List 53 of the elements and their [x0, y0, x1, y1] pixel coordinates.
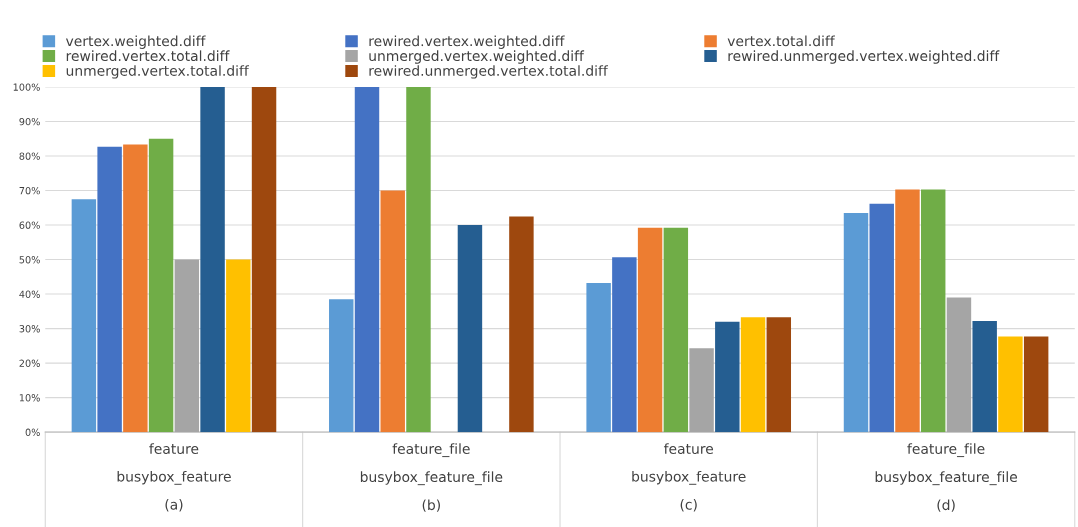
bar: [148, 138, 174, 433]
bar: [612, 257, 637, 433]
bar: [200, 86, 225, 433]
y-tick-label: 50%: [19, 256, 40, 264]
bar: [998, 336, 1023, 433]
y-tick-label: 80%: [19, 152, 40, 160]
x-tick-label: feature_file busybox_feature_file (b): [360, 443, 503, 512]
bar: [354, 86, 380, 433]
bar: [895, 189, 920, 433]
category-label: feature busybox_feature (a): [117, 443, 231, 512]
bar: [766, 317, 792, 433]
bar: [715, 321, 740, 433]
bar: [457, 225, 483, 433]
bar: [380, 190, 405, 433]
x-tick-label: feature_file busybox_feature_file (d): [875, 443, 1018, 512]
bar: [946, 297, 972, 433]
bar: [71, 199, 97, 433]
category-label: feature busybox_feature (c): [632, 443, 746, 512]
bar: [123, 144, 148, 433]
bar: [97, 146, 122, 433]
bar: [740, 317, 766, 433]
bar: [226, 259, 251, 433]
legend-label: unmerged.vertex.weighted.diff: [369, 50, 585, 64]
bar: [1023, 336, 1049, 433]
y-tick-label: 10%: [19, 394, 40, 402]
bar: [663, 227, 689, 433]
bar: [406, 86, 431, 433]
bar: [920, 189, 946, 433]
y-tick-label: 30%: [19, 325, 40, 333]
legend-label: unmerged.vertex.total.diff: [66, 65, 250, 79]
y-tick-label: 40%: [19, 290, 40, 298]
bar: [869, 203, 894, 433]
legend-label: rewired.unmerged.vertex.total.diff: [369, 65, 609, 79]
bar: [509, 216, 534, 433]
y-tick-label: 100%: [13, 83, 40, 91]
legend-label: rewired.vertex.total.diff: [66, 50, 230, 62]
bar: [174, 259, 200, 433]
bar: [586, 283, 611, 433]
legend-label: rewired.vertex.weighted.diff: [369, 35, 565, 49]
y-tick-label: 90%: [19, 117, 40, 126]
bar: [637, 227, 663, 433]
legend-label: vertex.total.diff: [727, 35, 835, 47]
bar: [251, 86, 277, 433]
bar: [329, 299, 354, 433]
y-tick-label: 70%: [19, 186, 40, 195]
bar: [972, 320, 997, 433]
y-tick-label: 0%: [25, 428, 40, 436]
y-tick-label: 60%: [19, 221, 40, 229]
legend-label: rewired.unmerged.vertex.weighted.diff: [728, 50, 1000, 64]
legend-label: vertex.weighted.diff: [65, 35, 206, 49]
bar: [689, 348, 714, 433]
y-tick-label: 20%: [19, 359, 40, 367]
bar: [843, 212, 869, 433]
